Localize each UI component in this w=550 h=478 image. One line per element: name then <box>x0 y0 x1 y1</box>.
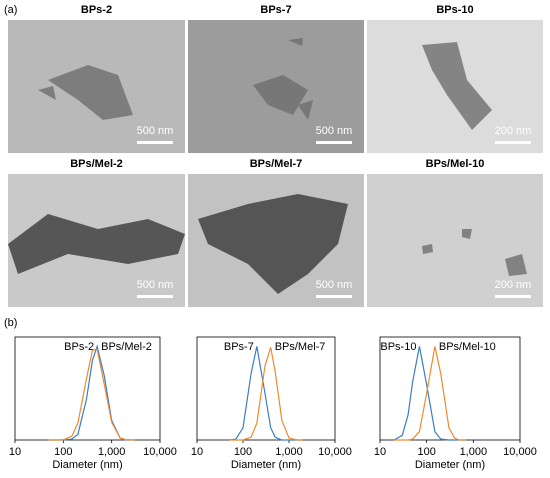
x-tick-label: 10 <box>9 446 21 458</box>
particle <box>422 42 492 130</box>
scale-bar-label: 200 nm <box>495 125 532 137</box>
scale-bar-label: 500 nm <box>316 125 353 137</box>
x-tick-label: 10,000 <box>143 446 177 458</box>
series-label: BPs-7 <box>224 341 254 353</box>
image-title: BPs-2 <box>81 4 112 16</box>
distribution-line <box>229 347 303 441</box>
series-label: BPs/Mel-2 <box>101 341 152 353</box>
image-title: BPs/Mel-2 <box>70 158 123 170</box>
scale-bar <box>137 295 173 298</box>
image-title: BPs-10 <box>436 4 473 16</box>
x-axis-label: Diameter (nm) <box>231 459 301 471</box>
panel-label: (a) <box>4 4 17 16</box>
x-tick-label: 10 <box>191 446 203 458</box>
particle <box>288 38 303 46</box>
x-tick-label: 1,000 <box>98 446 126 458</box>
image-background <box>367 174 543 307</box>
x-tick-label: 10,000 <box>318 446 352 458</box>
particle <box>38 86 56 100</box>
distribution-line <box>48 344 135 441</box>
particle <box>8 214 185 274</box>
x-tick-label: 10,000 <box>503 446 537 458</box>
plot-frame <box>14 336 161 441</box>
micrograph: 500 nm <box>188 174 364 307</box>
x-tick-label: 10 <box>374 446 386 458</box>
scale-bar-label: 200 nm <box>495 279 532 291</box>
particle <box>422 244 433 254</box>
series-label: BPs-10 <box>380 341 416 353</box>
x-tick-label: 100 <box>234 446 252 458</box>
x-tick-label: 100 <box>54 446 72 458</box>
distribution-line <box>229 346 303 441</box>
scale-bar-label: 500 nm <box>137 279 174 291</box>
panel-label: (b) <box>4 317 17 329</box>
particle <box>198 194 348 294</box>
x-axis-label: Diameter (nm) <box>415 459 485 471</box>
distribution-line <box>48 348 135 441</box>
x-tick-label: 100 <box>417 446 435 458</box>
scale-bar-label: 500 nm <box>137 125 174 137</box>
series-label: BPs/Mel-7 <box>275 341 326 353</box>
micrograph: 200 nm <box>367 20 543 153</box>
scale-bar <box>495 295 531 298</box>
series-label: BPs/Mel-10 <box>439 341 496 353</box>
scale-bar <box>137 141 173 144</box>
particle <box>48 65 133 120</box>
distribution-line <box>394 346 467 441</box>
image-title: BPs/Mel-7 <box>250 158 303 170</box>
micrograph: 500 nm <box>188 20 364 153</box>
x-tick-label: 1,000 <box>275 446 303 458</box>
micrograph: 500 nm <box>8 20 185 153</box>
particle <box>253 75 308 115</box>
scale-bar <box>495 141 531 144</box>
scale-bar <box>316 141 352 144</box>
image-title: BPs/Mel-10 <box>426 158 485 170</box>
scale-bar <box>316 295 352 298</box>
distribution-line <box>393 346 467 441</box>
x-tick-label: 1,000 <box>460 446 488 458</box>
series-label: BPs-2 <box>64 341 94 353</box>
scale-bar-label: 500 nm <box>316 279 353 291</box>
plot-frame <box>196 336 336 441</box>
x-axis-label: Diameter (nm) <box>52 459 122 471</box>
particle <box>505 254 527 276</box>
micrograph: 200 nm <box>367 174 543 307</box>
particle <box>462 229 472 239</box>
particle <box>298 100 313 120</box>
image-title: BPs-7 <box>260 4 291 16</box>
micrograph: 500 nm <box>8 174 185 307</box>
